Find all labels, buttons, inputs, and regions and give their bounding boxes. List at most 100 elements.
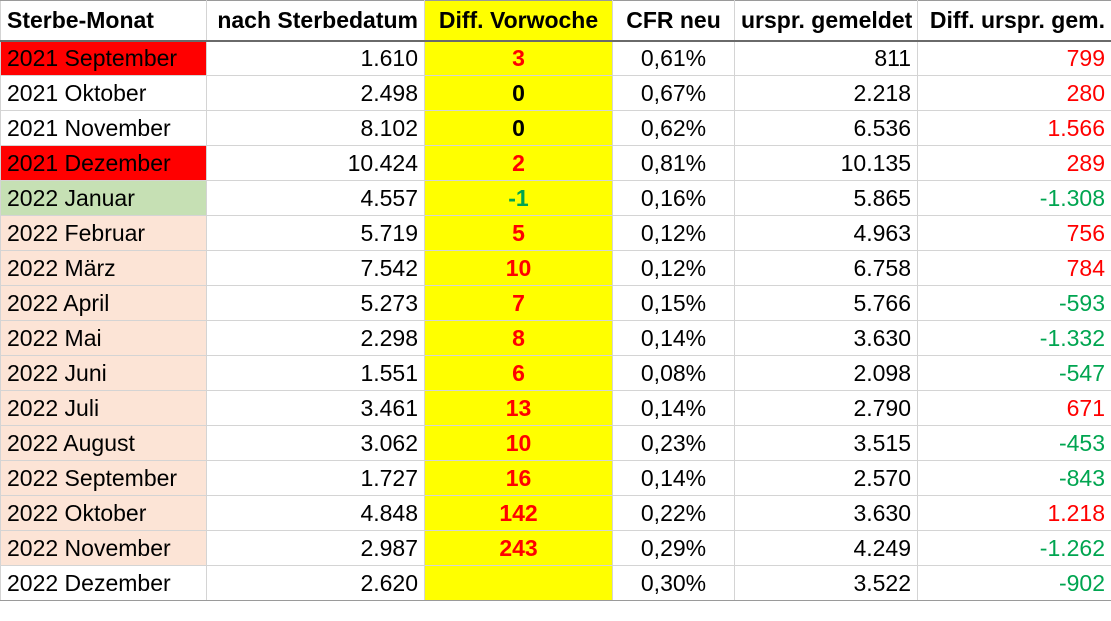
cell-cfr[interactable]: 0,23%: [612, 425, 735, 461]
cell-diff-prev-week[interactable]: 10: [424, 250, 613, 286]
cell-orig-reported[interactable]: 2.098: [734, 355, 918, 391]
cell-diff-prev-week[interactable]: 2: [424, 145, 613, 181]
cell-month[interactable]: 2022 April: [0, 285, 207, 321]
header-diff-prev-week[interactable]: Diff. Vorwoche: [424, 0, 613, 42]
cell-diff-prev-week[interactable]: 142: [424, 495, 613, 531]
cell-deaths[interactable]: 5.719: [206, 215, 425, 251]
cell-deaths[interactable]: 10.424: [206, 145, 425, 181]
cell-orig-reported[interactable]: 6.536: [734, 110, 918, 146]
cell-diff-orig[interactable]: -1.308: [917, 180, 1111, 216]
cell-cfr[interactable]: 0,08%: [612, 355, 735, 391]
cell-deaths[interactable]: 2.298: [206, 320, 425, 356]
cell-diff-prev-week[interactable]: [424, 565, 613, 601]
cell-orig-reported[interactable]: 10.135: [734, 145, 918, 181]
cell-diff-orig[interactable]: 1.566: [917, 110, 1111, 146]
cell-month[interactable]: 2022 Oktober: [0, 495, 207, 531]
cell-cfr[interactable]: 0,14%: [612, 390, 735, 426]
cell-orig-reported[interactable]: 2.790: [734, 390, 918, 426]
cell-deaths[interactable]: 4.848: [206, 495, 425, 531]
cell-diff-orig[interactable]: 289: [917, 145, 1111, 181]
header-orig-reported[interactable]: urspr. gemeldet: [734, 0, 918, 42]
cell-month[interactable]: 2022 August: [0, 425, 207, 461]
cell-diff-prev-week[interactable]: 0: [424, 75, 613, 111]
cell-month[interactable]: 2022 Juni: [0, 355, 207, 391]
cell-diff-orig[interactable]: -453: [917, 425, 1111, 461]
cell-cfr[interactable]: 0,29%: [612, 530, 735, 566]
cell-orig-reported[interactable]: 4.963: [734, 215, 918, 251]
cell-orig-reported[interactable]: 2.570: [734, 460, 918, 496]
cell-deaths[interactable]: 4.557: [206, 180, 425, 216]
cell-deaths[interactable]: 2.498: [206, 75, 425, 111]
cell-diff-orig[interactable]: 799: [917, 40, 1111, 76]
cell-month[interactable]: 2022 Februar: [0, 215, 207, 251]
cell-month[interactable]: 2021 November: [0, 110, 207, 146]
cell-diff-prev-week[interactable]: 13: [424, 390, 613, 426]
cell-orig-reported[interactable]: 3.522: [734, 565, 918, 601]
cell-orig-reported[interactable]: 6.758: [734, 250, 918, 286]
header-diff-orig[interactable]: Diff. urspr. gem.: [917, 0, 1111, 42]
header-cfr-new[interactable]: CFR neu: [612, 0, 735, 42]
cell-cfr[interactable]: 0,12%: [612, 250, 735, 286]
cell-orig-reported[interactable]: 811: [734, 40, 918, 76]
cell-deaths[interactable]: 8.102: [206, 110, 425, 146]
cell-diff-prev-week[interactable]: 16: [424, 460, 613, 496]
cell-orig-reported[interactable]: 4.249: [734, 530, 918, 566]
cell-month[interactable]: 2022 Dezember: [0, 565, 207, 601]
cell-deaths[interactable]: 1.610: [206, 40, 425, 76]
cell-orig-reported[interactable]: 5.766: [734, 285, 918, 321]
cell-diff-prev-week[interactable]: -1: [424, 180, 613, 216]
cell-deaths[interactable]: 7.542: [206, 250, 425, 286]
header-month[interactable]: Sterbe-Monat: [0, 0, 207, 42]
cell-deaths[interactable]: 5.273: [206, 285, 425, 321]
cell-month[interactable]: 2022 März: [0, 250, 207, 286]
cell-month[interactable]: 2021 Dezember: [0, 145, 207, 181]
cell-diff-orig[interactable]: 1.218: [917, 495, 1111, 531]
cell-cfr[interactable]: 0,22%: [612, 495, 735, 531]
cell-cfr[interactable]: 0,61%: [612, 40, 735, 76]
cell-deaths[interactable]: 1.551: [206, 355, 425, 391]
cell-diff-prev-week[interactable]: 10: [424, 425, 613, 461]
cell-diff-prev-week[interactable]: 7: [424, 285, 613, 321]
cell-month[interactable]: 2022 Mai: [0, 320, 207, 356]
cell-cfr[interactable]: 0,67%: [612, 75, 735, 111]
cell-diff-prev-week[interactable]: 8: [424, 320, 613, 356]
header-deaths-by-date[interactable]: nach Sterbedatum: [206, 0, 425, 42]
cell-diff-prev-week[interactable]: 243: [424, 530, 613, 566]
cell-month[interactable]: 2022 Januar: [0, 180, 207, 216]
cell-cfr[interactable]: 0,14%: [612, 320, 735, 356]
cell-deaths[interactable]: 2.987: [206, 530, 425, 566]
cell-diff-orig[interactable]: 756: [917, 215, 1111, 251]
cell-diff-prev-week[interactable]: 3: [424, 40, 613, 76]
cell-month[interactable]: 2022 Juli: [0, 390, 207, 426]
cell-month[interactable]: 2022 November: [0, 530, 207, 566]
cell-orig-reported[interactable]: 3.630: [734, 320, 918, 356]
cell-cfr[interactable]: 0,12%: [612, 215, 735, 251]
cell-diff-orig[interactable]: -1.262: [917, 530, 1111, 566]
cell-deaths[interactable]: 1.727: [206, 460, 425, 496]
cell-diff-prev-week[interactable]: 0: [424, 110, 613, 146]
cell-cfr[interactable]: 0,15%: [612, 285, 735, 321]
cell-orig-reported[interactable]: 2.218: [734, 75, 918, 111]
cell-cfr[interactable]: 0,16%: [612, 180, 735, 216]
cell-diff-orig[interactable]: 784: [917, 250, 1111, 286]
cell-cfr[interactable]: 0,30%: [612, 565, 735, 601]
cell-deaths[interactable]: 2.620: [206, 565, 425, 601]
cell-diff-orig[interactable]: -547: [917, 355, 1111, 391]
cell-deaths[interactable]: 3.062: [206, 425, 425, 461]
cell-diff-orig[interactable]: -843: [917, 460, 1111, 496]
cell-cfr[interactable]: 0,81%: [612, 145, 735, 181]
cell-diff-prev-week[interactable]: 6: [424, 355, 613, 391]
cell-orig-reported[interactable]: 3.515: [734, 425, 918, 461]
cell-cfr[interactable]: 0,62%: [612, 110, 735, 146]
cell-month[interactable]: 2021 September: [0, 40, 207, 76]
cell-orig-reported[interactable]: 3.630: [734, 495, 918, 531]
cell-orig-reported[interactable]: 5.865: [734, 180, 918, 216]
cell-diff-prev-week[interactable]: 5: [424, 215, 613, 251]
cell-cfr[interactable]: 0,14%: [612, 460, 735, 496]
cell-diff-orig[interactable]: 280: [917, 75, 1111, 111]
cell-month[interactable]: 2022 September: [0, 460, 207, 496]
cell-diff-orig[interactable]: -902: [917, 565, 1111, 601]
cell-month[interactable]: 2021 Oktober: [0, 75, 207, 111]
cell-diff-orig[interactable]: -1.332: [917, 320, 1111, 356]
cell-diff-orig[interactable]: 671: [917, 390, 1111, 426]
